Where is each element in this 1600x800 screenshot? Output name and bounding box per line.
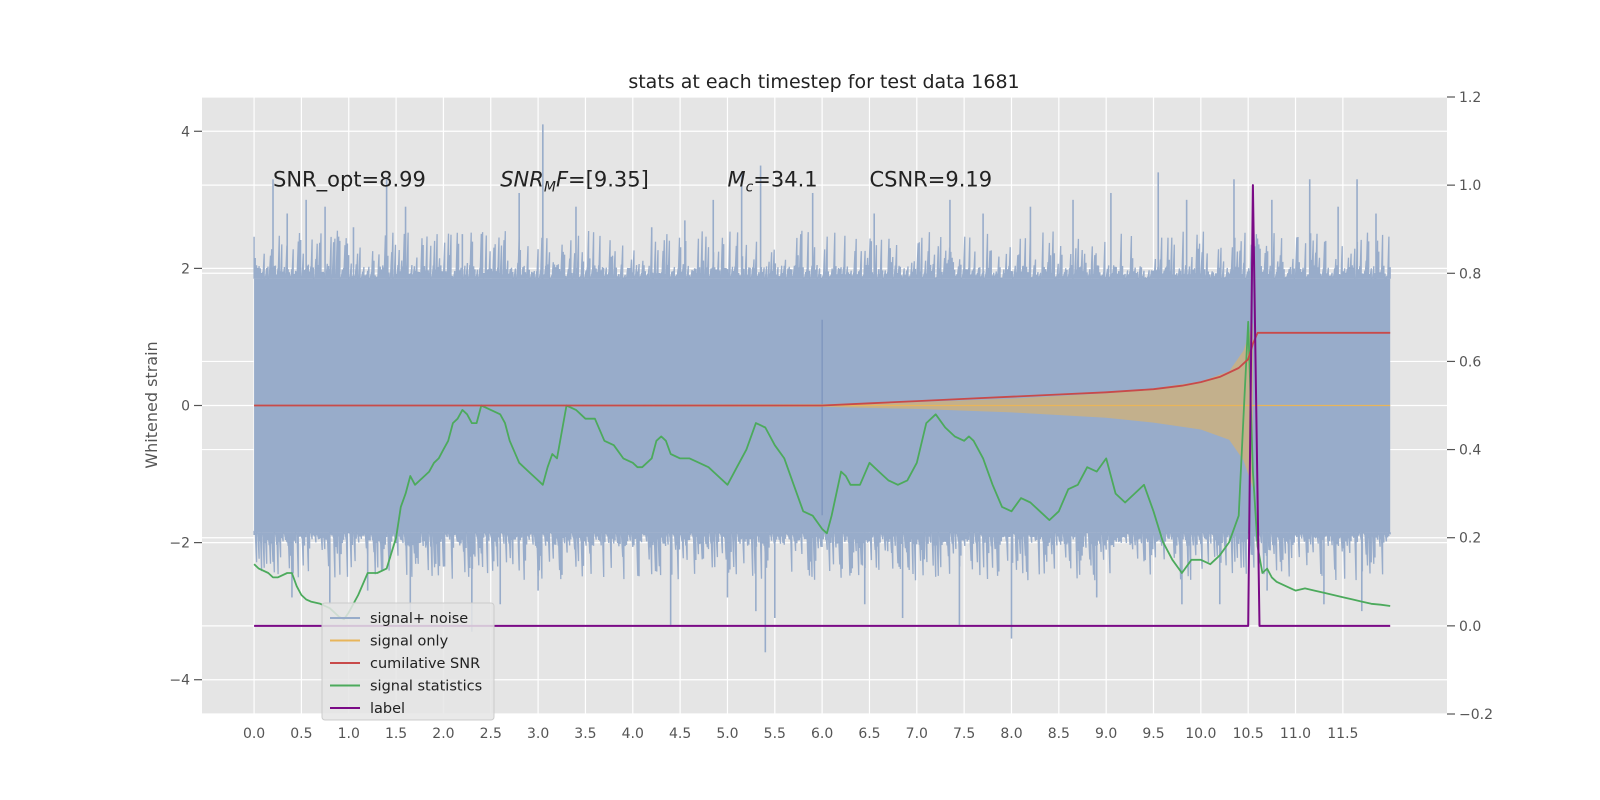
- x-tick-label: 0.5: [290, 726, 312, 742]
- x-tick-label: 8.5: [1048, 726, 1070, 742]
- series-layer: [253, 124, 1391, 653]
- y2-tick-label: 0.4: [1459, 443, 1481, 459]
- stat-annotation: SNRMF=[9.35]: [500, 167, 649, 195]
- series-signal-statistics-line: [253, 320, 1391, 621]
- y-tick-label: 4: [181, 124, 190, 140]
- x-tick-label: 3.5: [574, 726, 596, 742]
- stat-annotation: Mc=34.1: [727, 167, 817, 195]
- x-tick-label: 11.5: [1327, 726, 1358, 742]
- x-tick-label: 5.5: [764, 726, 786, 742]
- y2-tick-label: 0.2: [1459, 531, 1481, 547]
- x-tick-label: 7.5: [953, 726, 975, 742]
- x-tick-label: 4.0: [622, 726, 644, 742]
- y-axis-left-ticks: 4 2 0 −2 −4: [169, 124, 202, 689]
- x-tick-label: 7.0: [906, 726, 928, 742]
- y-axis-right-ticks: 1.2 1.0 0.8 0.6 0.4 0.2 0.0 −0.2: [1447, 90, 1493, 723]
- x-tick-label: 6.0: [811, 726, 833, 742]
- y-tick-label: −4: [169, 673, 190, 689]
- x-tick-label: 0.0: [243, 726, 265, 742]
- y-tick-label: 2: [181, 261, 190, 277]
- x-axis-ticks: 0.0 0.5 1.0 1.5 2.0 2.5 3.0 3.5 4.0 4.5 5.0 5.5 6.0 6…: [243, 726, 1359, 742]
- y-tick-label: 0: [181, 399, 190, 415]
- x-tick-label: 9.0: [1095, 726, 1117, 742]
- annotations: SNR_opt=8.99 SNRMF=[9.35] Mc=34.1 CSNR=9.19: [273, 167, 992, 195]
- legend-label: signal+ noise: [370, 611, 468, 627]
- legend: signal+ noise signal only cumilative SNR si…: [321, 602, 495, 721]
- stat-annotation: SNR_opt=8.99: [273, 167, 426, 192]
- series-signal-noise-fringe-lower: [253, 529, 1391, 581]
- y-axis-label: Whitened strain: [142, 341, 161, 468]
- legend-box: [321, 602, 495, 721]
- x-tick-label: 9.5: [1142, 726, 1164, 742]
- x-tick-label: 8.0: [1000, 726, 1022, 742]
- x-tick-label: 5.0: [716, 726, 738, 742]
- x-tick-label: 4.5: [669, 726, 691, 742]
- x-tick-label: 10.0: [1185, 726, 1216, 742]
- x-tick-label: 1.5: [385, 726, 407, 742]
- x-tick-label: 3.0: [527, 726, 549, 742]
- legend-label: label: [370, 701, 405, 717]
- y2-tick-label: 1.0: [1459, 178, 1481, 194]
- x-tick-label: 2.5: [480, 726, 502, 742]
- legend-label: signal only: [370, 634, 449, 650]
- series-cumilative-snr-line: [254, 331, 1391, 407]
- series-label-line: [254, 184, 1391, 627]
- y2-tick-label: −0.2: [1459, 707, 1493, 723]
- legend-label: cumilative SNR: [370, 656, 480, 672]
- y2-tick-label: 0.0: [1459, 619, 1481, 635]
- x-tick-label: 2.0: [432, 726, 454, 742]
- x-tick-label: 1.0: [338, 726, 360, 742]
- legend-label: signal statistics: [370, 679, 482, 695]
- x-tick-label: 10.5: [1233, 726, 1264, 742]
- series-signal-noise-fringe-upper: [253, 230, 1391, 282]
- y-tick-label: −2: [169, 536, 190, 552]
- x-tick-label: 11.0: [1280, 726, 1311, 742]
- y2-tick-label: 1.2: [1459, 90, 1481, 106]
- chart-title: stats at each timestep for test data 168…: [628, 71, 1019, 93]
- y2-tick-label: 0.6: [1459, 354, 1481, 370]
- x-tick-label: 6.5: [858, 726, 880, 742]
- y2-tick-label: 0.8: [1459, 266, 1481, 282]
- stat-annotation: CSNR=9.19: [869, 167, 992, 191]
